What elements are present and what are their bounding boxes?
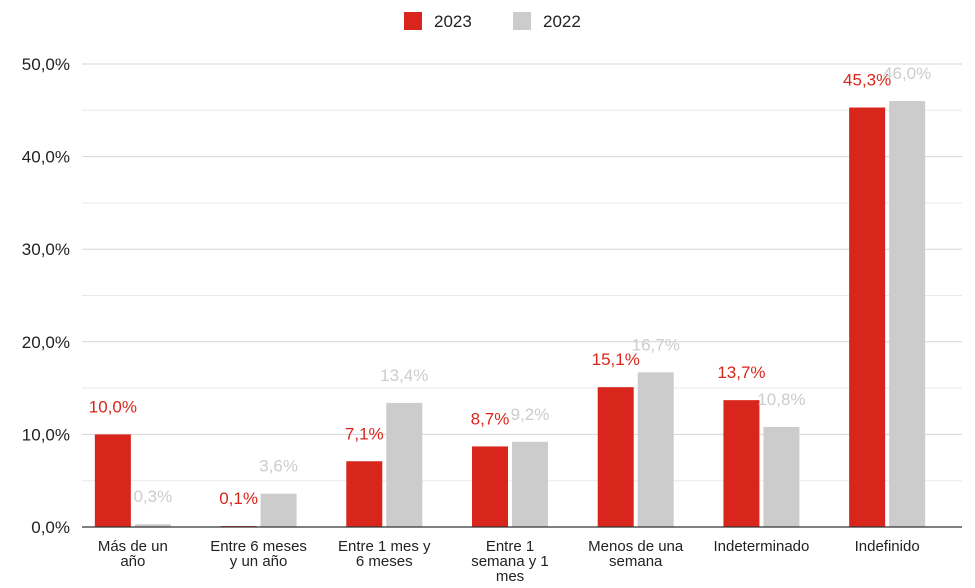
data-label: 0,3% — [133, 487, 172, 506]
bar — [472, 446, 508, 527]
data-label: 3,6% — [259, 457, 298, 476]
y-axis-ticks: 0,0% 10,0% 20,0% 30,0% 40,0% 50,0% — [22, 55, 70, 537]
x-category-label: Más de un año — [98, 538, 168, 570]
bar — [260, 493, 297, 527]
bars — [94, 101, 926, 527]
y-tick-label: 40,0% — [22, 148, 70, 167]
data-label: 7,1% — [345, 424, 384, 443]
x-category-label: Entre 1 semana y 1 mes — [471, 538, 549, 585]
bar — [889, 101, 926, 527]
x-category-label: Entre 6 meses y un año — [210, 538, 307, 570]
x-category-label: Indeterminado — [713, 538, 809, 555]
data-label: 9,2% — [511, 405, 550, 424]
data-label: 10,0% — [89, 397, 137, 416]
y-tick-label: 10,0% — [22, 425, 70, 444]
data-label: 0,1% — [219, 489, 258, 508]
x-category-label: Indefinido — [855, 538, 920, 555]
legend-swatch — [404, 12, 422, 30]
bar — [637, 372, 674, 527]
y-tick-label: 20,0% — [22, 333, 70, 352]
y-tick-label: 0,0% — [31, 518, 70, 537]
bar — [134, 524, 171, 527]
legend-swatch — [513, 12, 531, 30]
bar — [512, 441, 548, 527]
legend-label: 2023 — [434, 12, 472, 31]
gridlines — [82, 63, 962, 482]
bar — [346, 461, 383, 527]
x-category-label: Menos de una semana — [588, 538, 684, 570]
data-label: 13,7% — [717, 363, 765, 382]
data-label: 10,8% — [757, 390, 805, 409]
data-label: 16,7% — [632, 335, 680, 354]
data-labels: 10,0% 0,1% 7,1% 8,7% 15,1% 13,7% 45,3% 0,3% 3,6%… — [89, 64, 931, 508]
bar — [597, 387, 634, 527]
y-tick-label: 30,0% — [22, 240, 70, 259]
data-label: 46,0% — [883, 64, 931, 83]
y-tick-label: 50,0% — [22, 55, 70, 74]
data-label: 45,3% — [843, 71, 891, 90]
x-axis-categories: Más de un año Entre 6 meses y un año Entre 1… — [98, 538, 920, 585]
legend: 2023 2022 — [404, 12, 581, 31]
bar — [386, 402, 423, 527]
data-label: 15,1% — [592, 350, 640, 369]
bar — [849, 107, 886, 527]
legend-label: 2022 — [543, 12, 581, 31]
bar — [723, 400, 760, 527]
data-label: 13,4% — [380, 366, 428, 385]
bar — [763, 426, 800, 527]
data-label: 8,7% — [471, 409, 510, 428]
bar — [94, 434, 131, 527]
